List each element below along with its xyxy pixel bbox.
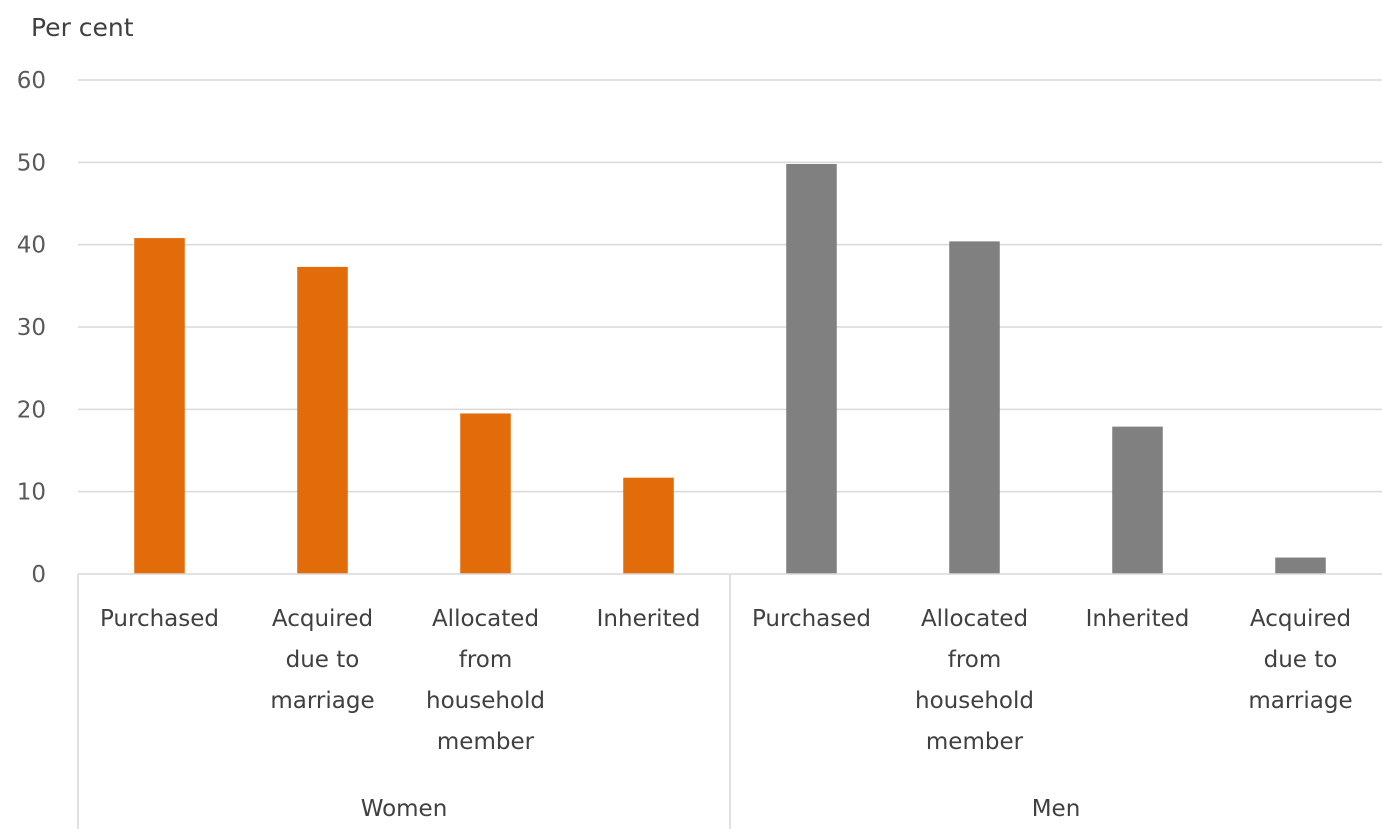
bar [460, 413, 511, 574]
bar [786, 163, 837, 575]
y-tick-label: 50 [17, 150, 46, 176]
x-tick-label: Purchased [752, 606, 871, 632]
y-tick-label: 60 [17, 68, 46, 94]
bar [297, 266, 348, 574]
x-axis: Purchased Acquired due to marriage Allocated… [77, 573, 1382, 829]
bar [1275, 557, 1326, 574]
bar [623, 477, 674, 574]
bar [949, 241, 1000, 574]
x-tick-label: Purchased [100, 606, 219, 632]
y-axis-title: Per cent [31, 13, 134, 42]
x-tick-label: Inherited [1086, 606, 1190, 632]
y-tick-label: 40 [17, 233, 46, 259]
y-tick-label: 0 [31, 562, 46, 588]
x-tick-label: Allocated from household member [915, 606, 1034, 755]
bars [134, 163, 1326, 575]
x-tick-label: Inherited [597, 606, 701, 632]
y-tick-label: 30 [17, 315, 46, 341]
x-tick-label: Allocated from household member [426, 606, 545, 755]
gridlines [78, 79, 1382, 493]
group-label: Men [1032, 796, 1081, 822]
x-tick-label: Acquired due to marriage [1248, 606, 1352, 714]
bar [134, 238, 185, 574]
group-label: Women [361, 796, 448, 822]
y-tick-label: 20 [17, 397, 46, 423]
x-tick-label: Acquired due to marriage [270, 606, 374, 714]
bar [1112, 426, 1163, 574]
y-axis-ticks: 0 10 20 30 40 50 60 [17, 68, 46, 588]
y-tick-label: 10 [17, 480, 46, 506]
